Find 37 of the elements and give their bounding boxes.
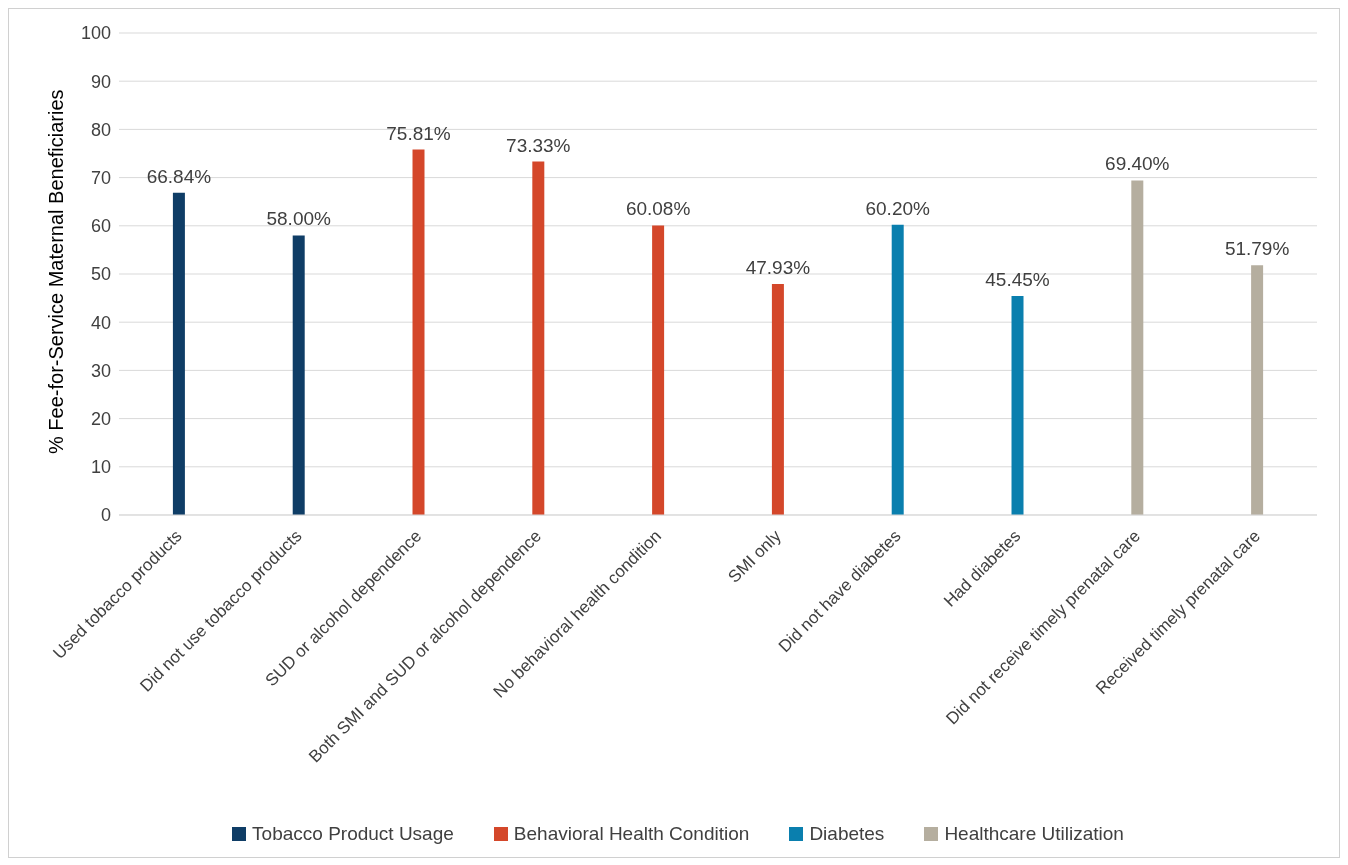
bar — [1011, 295, 1024, 515]
y-tick-label: 80 — [90, 119, 111, 140]
y-tick-label: 10 — [90, 457, 111, 478]
x-tick-label: SMI only — [724, 526, 786, 587]
bar — [891, 224, 904, 515]
bar — [771, 283, 784, 515]
data-label: 73.33% — [506, 134, 571, 156]
data-label: 47.93% — [745, 256, 811, 278]
data-label: 51.79% — [1224, 238, 1290, 260]
y-tick-label: 0 — [100, 505, 111, 526]
data-label: 69.40% — [1105, 153, 1170, 175]
y-tick-label: 20 — [90, 408, 111, 429]
y-tick-label: 60 — [90, 216, 111, 237]
bar — [532, 161, 545, 515]
data-label: 45.45% — [985, 268, 1050, 290]
bar — [1251, 265, 1264, 515]
data-label: 75.81% — [386, 122, 451, 144]
data-label: 60.20% — [865, 197, 931, 219]
y-tick-label: 30 — [90, 360, 111, 381]
y-tick-label: 50 — [90, 264, 111, 285]
bar — [1131, 180, 1144, 515]
data-label: 58.00% — [266, 208, 332, 230]
legend-label: Tobacco Product Usage — [251, 823, 454, 845]
y-tick-label: 100 — [80, 23, 111, 44]
bar — [292, 235, 305, 515]
y-tick-label: 40 — [90, 312, 111, 333]
y-axis-title: % Fee-for-Service Maternal Beneficiaries — [45, 89, 68, 454]
legend-label: Diabetes — [808, 823, 885, 845]
bar — [412, 149, 425, 515]
y-tick-label: 90 — [90, 71, 111, 92]
legend-label: Healthcare Utilization — [943, 823, 1124, 845]
y-tick-label: 70 — [90, 167, 111, 188]
legend-label: Behavioral Health Condition — [512, 823, 750, 845]
data-label: 60.08% — [625, 198, 691, 220]
bar — [172, 192, 185, 515]
data-label: 66.84% — [146, 165, 212, 187]
bar — [652, 225, 665, 515]
